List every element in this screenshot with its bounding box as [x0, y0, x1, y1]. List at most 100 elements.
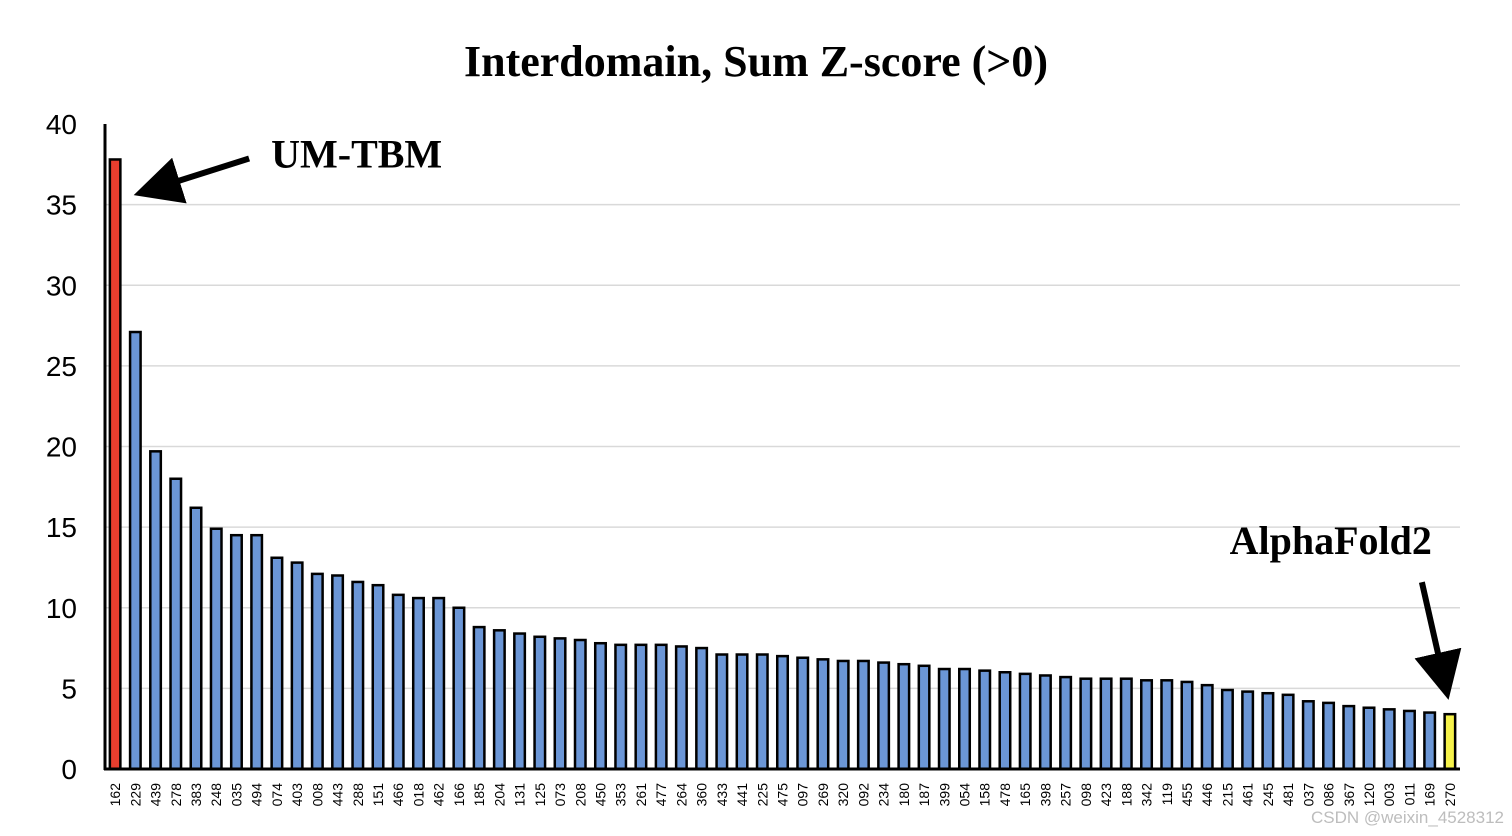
x-tick-label: 441 [734, 783, 750, 807]
annotation-arrow-162 [133, 155, 251, 204]
x-tick-label: 180 [896, 783, 912, 807]
bar-455 [1180, 680, 1194, 771]
y-tick-label: 30 [46, 270, 77, 301]
x-tick-label: 003 [1381, 783, 1397, 807]
bar-185 [472, 625, 486, 771]
bar-278 [169, 477, 183, 771]
bar-074 [270, 556, 284, 771]
x-tick-label: 446 [1199, 783, 1215, 807]
bar-215 [1220, 688, 1234, 771]
x-tick-label: 264 [673, 783, 689, 807]
bar-270 [1443, 712, 1457, 771]
bar-187 [917, 664, 931, 771]
x-tick-label: 423 [1098, 783, 1114, 807]
annotation-label-162: UM-TBM [271, 131, 442, 176]
bar-288 [351, 580, 365, 771]
bar-119 [1160, 679, 1174, 771]
bar-120 [1362, 706, 1376, 771]
x-tick-label: 169 [1422, 783, 1438, 807]
x-tick-label: 162 [107, 783, 123, 807]
x-tick-label: 261 [633, 783, 649, 807]
x-tick-label: 092 [855, 783, 871, 807]
x-tick-label: 494 [249, 783, 265, 807]
y-tick-label: 20 [46, 432, 77, 463]
bar-035 [229, 533, 243, 771]
bar-450 [593, 641, 607, 771]
bar-367 [1342, 704, 1356, 771]
x-tick-label: 188 [1118, 783, 1134, 807]
x-tick-label: 443 [330, 783, 346, 807]
bar-462 [432, 596, 446, 771]
bar-086 [1322, 701, 1336, 771]
bar-475 [775, 654, 790, 771]
x-tick-label: 450 [592, 783, 608, 807]
bar-461 [1241, 690, 1255, 771]
axes [103, 124, 1460, 771]
x-tick-label: 478 [997, 783, 1013, 807]
x-tick-label: 342 [1139, 783, 1155, 807]
bar-423 [1099, 677, 1113, 771]
bar-097 [796, 656, 810, 771]
x-tick-label: 433 [714, 783, 730, 807]
x-tick-label: 481 [1280, 783, 1296, 807]
x-tick-label: 367 [1341, 783, 1357, 807]
bar-353 [614, 643, 628, 771]
x-tick-label: 353 [613, 783, 629, 807]
bar-165 [1018, 672, 1032, 771]
bar-188 [1119, 677, 1133, 771]
x-tick-label: 399 [936, 783, 952, 807]
x-tick-label: 158 [977, 783, 993, 807]
x-tick-label: 439 [148, 783, 164, 807]
bar-441 [735, 653, 749, 771]
bar-399 [937, 667, 951, 771]
bar-204 [492, 629, 506, 771]
bar-403 [290, 561, 304, 771]
x-tick-label: 054 [957, 783, 973, 807]
bar-073 [553, 637, 567, 771]
bar-166 [452, 606, 466, 771]
x-tick-label: 187 [916, 783, 932, 807]
bar-320 [836, 659, 850, 771]
bar-261 [634, 643, 648, 771]
x-tick-label: 097 [795, 783, 811, 807]
x-tick-label: 461 [1240, 783, 1256, 807]
x-tick-labels: 162 229 439 278 383 248 035 494 074 403 008 443 288 1… [107, 783, 1458, 807]
x-tick-label: 477 [653, 783, 669, 807]
y-tick-label: 5 [61, 673, 77, 704]
bar-446 [1200, 683, 1214, 771]
annotation-arrow-270 [1414, 581, 1462, 700]
x-tick-label: 245 [1260, 783, 1276, 807]
bar-158 [978, 669, 992, 771]
x-tick-label: 229 [127, 783, 143, 807]
bar-054 [958, 667, 972, 771]
bar-125 [533, 635, 547, 771]
bar-383 [189, 506, 203, 771]
x-tick-label: 225 [754, 783, 770, 807]
bar-494 [250, 533, 264, 771]
y-tick-label: 15 [46, 512, 77, 543]
x-tick-label: 257 [1058, 783, 1074, 807]
bar-257 [1059, 675, 1073, 771]
bar-234 [877, 661, 891, 771]
bar-433 [715, 653, 729, 771]
bar-008 [310, 572, 324, 771]
y-tick-label: 10 [46, 593, 77, 624]
bar-269 [816, 658, 830, 771]
bar-018 [411, 596, 425, 771]
x-tick-label: 185 [471, 783, 487, 807]
x-tick-label: 086 [1321, 783, 1337, 807]
x-tick-label: 360 [694, 783, 710, 807]
x-tick-label: 035 [228, 783, 244, 807]
bar-477 [654, 643, 668, 771]
bar-180 [897, 662, 911, 771]
bar-360 [695, 646, 709, 771]
gridlines [105, 203, 1460, 690]
x-tick-label: 018 [410, 783, 426, 807]
x-tick-label: 270 [1442, 783, 1458, 807]
x-tick-label: 098 [1078, 783, 1094, 807]
y-tick-label: 0 [61, 754, 77, 785]
bar-466 [391, 593, 405, 771]
x-tick-label: 403 [289, 783, 305, 807]
x-tick-label: 120 [1361, 783, 1377, 807]
